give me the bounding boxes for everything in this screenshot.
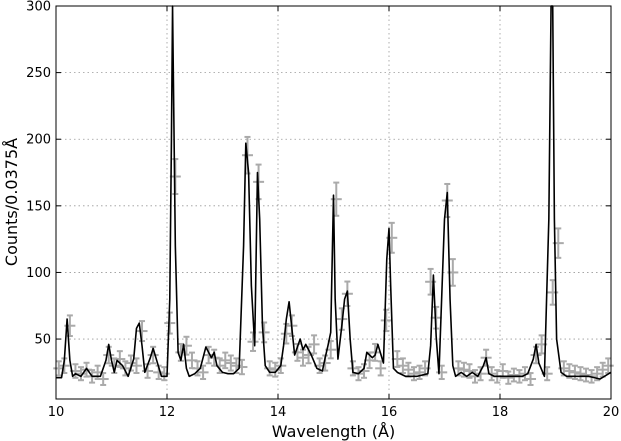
data-point — [558, 360, 570, 377]
data-point — [225, 354, 237, 372]
x-tick-label: 12 — [159, 405, 176, 420]
data-point — [414, 364, 426, 381]
y-tick-label: 250 — [26, 66, 51, 81]
x-tick-label: 14 — [270, 405, 287, 420]
y-tick-label: 300 — [26, 0, 51, 15]
axis-ticks: 10 12 14 16 18 20 50 100 150 200 250 300 — [26, 0, 619, 420]
data-point — [269, 361, 281, 378]
data-point — [486, 366, 498, 382]
data-point — [136, 320, 148, 343]
y-tick-label: 100 — [26, 266, 51, 281]
x-axis-label: Wavelength (Å) — [272, 422, 395, 441]
x-tick-label: 18 — [492, 405, 509, 420]
data-point — [75, 366, 87, 382]
data-point — [447, 258, 459, 287]
data-point — [214, 357, 226, 374]
data-point — [119, 360, 131, 377]
data-point — [574, 366, 586, 382]
data-point — [408, 366, 420, 382]
data-point — [114, 350, 126, 368]
data-point — [508, 367, 520, 383]
data-point — [103, 345, 115, 365]
data-point — [192, 360, 204, 377]
model-line — [56, 5, 612, 380]
data-point — [397, 357, 409, 374]
data-point — [308, 334, 320, 355]
y-tick-label: 50 — [34, 333, 51, 348]
y-tick-label: 150 — [26, 199, 51, 214]
data-point — [452, 360, 464, 377]
x-tick-label: 16 — [381, 405, 398, 420]
data-point — [580, 367, 592, 383]
data-point — [569, 364, 581, 381]
y-axis-label: Counts/0.0375Å — [2, 138, 21, 266]
plot-frame — [55, 5, 612, 400]
x-tick-label: 10 — [48, 405, 65, 420]
x-tick-label: 20 — [603, 405, 620, 420]
y-tick-label: 200 — [26, 133, 51, 148]
data-point — [219, 351, 231, 370]
data-point — [502, 370, 514, 385]
data-point — [297, 348, 309, 367]
data-point — [536, 334, 548, 355]
